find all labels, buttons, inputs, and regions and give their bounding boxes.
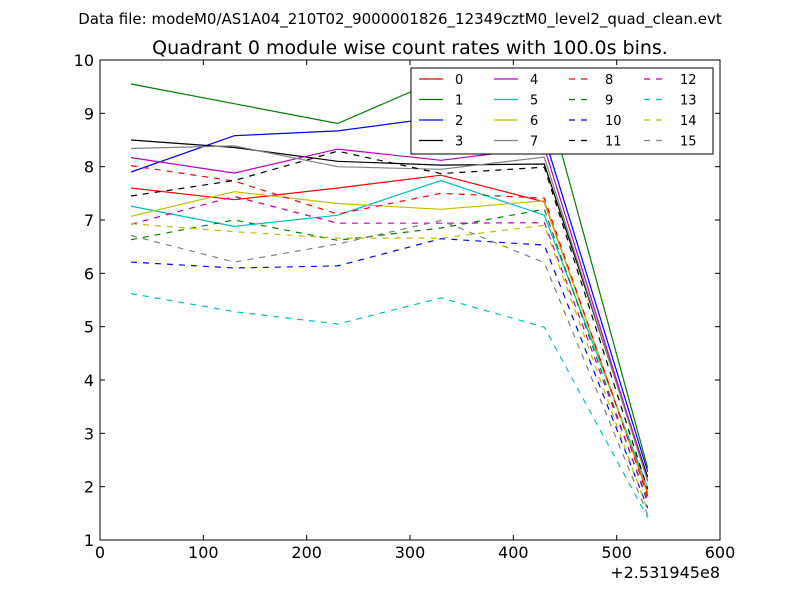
legend-label-2: 2 bbox=[455, 114, 463, 129]
legend-label-6: 6 bbox=[530, 114, 538, 129]
series-line-5 bbox=[130, 179, 649, 488]
series-line-10 bbox=[130, 238, 649, 509]
legend-label-1: 1 bbox=[455, 94, 463, 109]
x-tick-label: 400 bbox=[498, 543, 529, 562]
legend-label-7: 7 bbox=[530, 135, 538, 150]
x-offset-label: +2.531945e8 bbox=[610, 563, 720, 582]
legend-label-13: 13 bbox=[680, 94, 697, 109]
y-tick-label: 9 bbox=[84, 104, 94, 123]
legend-label-10: 10 bbox=[605, 114, 622, 129]
series-layer bbox=[130, 78, 649, 518]
y-tick-label: 1 bbox=[84, 531, 94, 550]
series-line-11 bbox=[130, 150, 649, 490]
x-tick-label: 300 bbox=[395, 543, 426, 562]
legend-label-4: 4 bbox=[530, 73, 538, 88]
legend-label-3: 3 bbox=[455, 135, 463, 150]
legend-box bbox=[410, 67, 714, 155]
legend-label-15: 15 bbox=[680, 135, 697, 150]
series-line-8 bbox=[130, 165, 649, 497]
series-line-15 bbox=[130, 219, 649, 516]
legend-label-5: 5 bbox=[530, 94, 538, 109]
y-tick-label: 5 bbox=[84, 318, 94, 337]
y-tick-label: 7 bbox=[84, 211, 94, 230]
series-line-7 bbox=[130, 145, 649, 482]
series-line-13 bbox=[130, 293, 649, 518]
suptitle: Data file: modeM0/AS1A04_210T02_90000018… bbox=[78, 10, 722, 29]
y-tick-label: 10 bbox=[74, 51, 94, 70]
series-line-12 bbox=[130, 195, 649, 501]
y-tick-label: 8 bbox=[84, 158, 94, 177]
y-tick-label: 6 bbox=[84, 264, 94, 283]
legend-label-9: 9 bbox=[605, 94, 613, 109]
legend-label-14: 14 bbox=[680, 114, 697, 129]
y-tick-label: 4 bbox=[84, 371, 94, 390]
series-line-14 bbox=[130, 223, 649, 511]
y-tick-label: 3 bbox=[84, 424, 94, 443]
series-line-4 bbox=[130, 146, 649, 481]
legend-label-12: 12 bbox=[680, 73, 697, 88]
x-tick-label: 500 bbox=[601, 543, 632, 562]
y-tick-label: 2 bbox=[84, 478, 94, 497]
x-tick-label: 100 bbox=[188, 543, 219, 562]
x-tick-label: 600 bbox=[705, 543, 736, 562]
legend-label-0: 0 bbox=[455, 73, 463, 88]
legend-label-11: 11 bbox=[605, 135, 622, 150]
chart-title: Quadrant 0 module wise count rates with … bbox=[152, 37, 668, 59]
x-tick-label: 0 bbox=[95, 543, 105, 562]
series-line-6 bbox=[130, 191, 649, 495]
x-tick-label: 200 bbox=[291, 543, 322, 562]
legend-label-8: 8 bbox=[605, 73, 613, 88]
series-line-9 bbox=[130, 208, 649, 503]
series-line-2 bbox=[130, 116, 649, 472]
series-line-3 bbox=[130, 139, 649, 478]
